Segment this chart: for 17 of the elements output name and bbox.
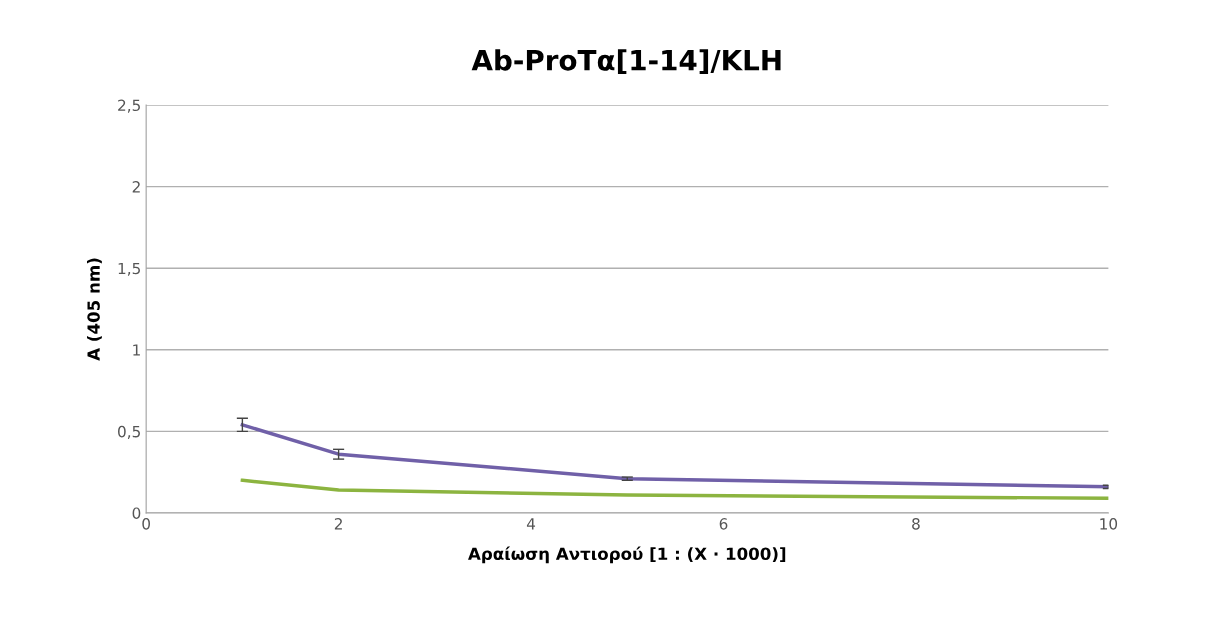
y-tick-label: 1,5 [118,262,140,276]
y-tick-label: 0 [132,507,141,519]
y-tick-label: 2 [132,181,140,193]
x-tick-label: 6 [719,518,728,530]
line-series [240,423,1109,489]
x-tick-label: 4 [526,518,536,530]
chart-title: Ab-ProTα[1-14]/KLH [471,49,781,74]
y-tick-label: 1 [133,344,140,356]
y-axis-title: A (405 nm) [87,258,102,361]
x-axis-title: Αραίωση Αντιορού [1 : (X · 1000)] [468,546,786,564]
y-tick-label: 0,5 [118,425,140,439]
x-tick-label: 0 [142,518,151,530]
y-tick-label: 2,5 [118,99,140,113]
x-tick-label: 2 [334,518,342,530]
line-series [240,478,1109,500]
x-tick-label: 8 [912,518,920,530]
x-tick-label: 10 [1100,518,1118,530]
